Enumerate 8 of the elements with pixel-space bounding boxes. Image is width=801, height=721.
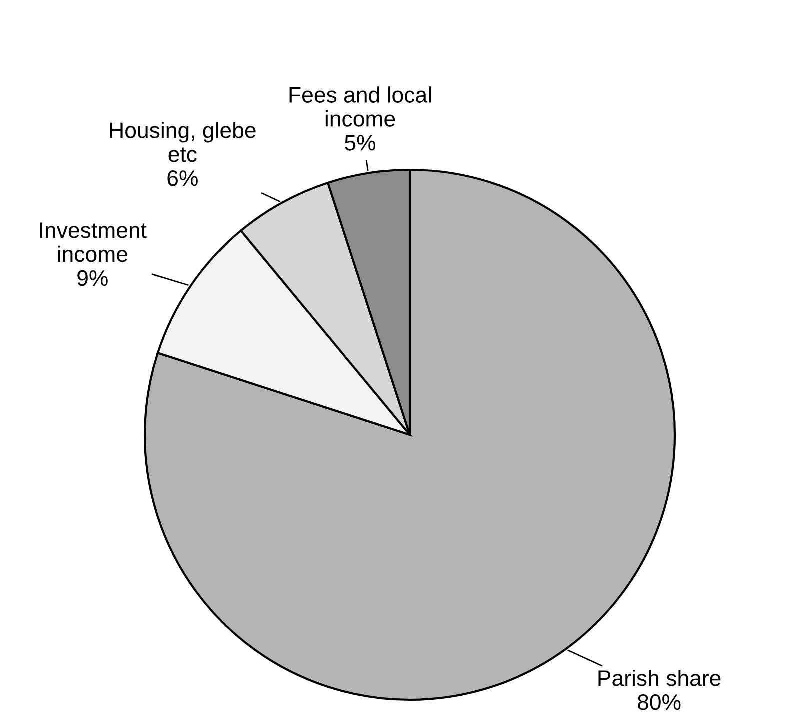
slice-label: Investment income bbox=[40, 222, 147, 262]
data-label: 5% bbox=[345, 135, 376, 151]
slice-label: Fees and local income bbox=[290, 86, 432, 127]
slice-label: Housing, glebe etc bbox=[110, 122, 256, 162]
data-label: 6% bbox=[168, 170, 198, 186]
slice-label: Parish share bbox=[598, 670, 721, 686]
data-label: 80% bbox=[638, 694, 681, 710]
data-label: 9% bbox=[78, 270, 108, 286]
